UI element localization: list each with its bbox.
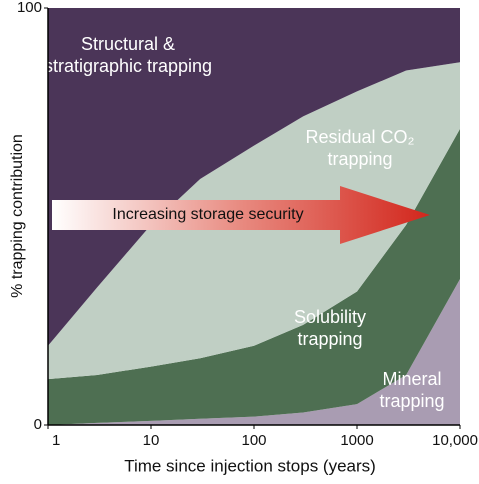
legend-label: Structural & stratigraphic trapping xyxy=(43,34,213,76)
x-axis-title: Time since injection stops (years) xyxy=(124,456,376,475)
legend-label: Solubility trapping xyxy=(293,307,367,349)
x-tick-label: 10 xyxy=(143,432,160,449)
area-labels: Mineral trapping Solubility trapping Resid… xyxy=(43,34,445,411)
area-label-box: Structural & stratigraphic trapping xyxy=(43,34,213,76)
arrow xyxy=(52,186,430,244)
x-tick-label: 100 xyxy=(241,432,266,449)
area xyxy=(48,8,460,346)
area-label-box: Solubility trapping xyxy=(293,307,367,349)
legend-label: Residual CO₂ trapping xyxy=(305,127,415,169)
legend-label: Mineral trapping xyxy=(379,369,445,411)
area xyxy=(48,128,460,425)
x-tick-label: 1 xyxy=(52,432,60,449)
area xyxy=(48,279,460,425)
area-label-box: Residual CO₂ trapping xyxy=(305,127,415,169)
y-tick-label: 0 xyxy=(34,416,42,433)
y-axis-title: % trapping contribution xyxy=(9,134,26,298)
annotation: Increasing storage security xyxy=(112,206,303,223)
y-tick-label: 100 xyxy=(17,0,42,16)
x-tick-label: 10,000 xyxy=(432,432,478,449)
x-tick-label: 1000 xyxy=(340,432,373,449)
area-label-box: Mineral trapping xyxy=(379,369,445,411)
